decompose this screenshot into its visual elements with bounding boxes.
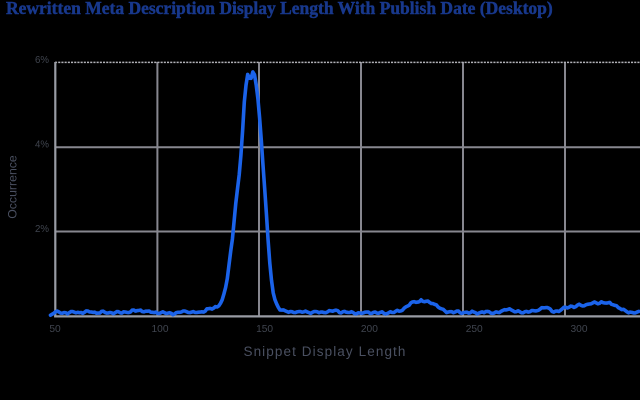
svg-text:4%: 4% [35, 140, 49, 151]
svg-text:200: 200 [361, 324, 378, 335]
svg-text:6%: 6% [35, 55, 49, 66]
svg-text:Snippet Display Length: Snippet Display Length [243, 344, 406, 359]
svg-text:150: 150 [256, 324, 273, 335]
svg-text:250: 250 [466, 324, 483, 335]
svg-text:50: 50 [49, 324, 61, 335]
svg-text:300: 300 [571, 324, 588, 335]
svg-text:100: 100 [152, 324, 169, 335]
svg-text:Occurrence: Occurrence [6, 155, 20, 219]
svg-text:2%: 2% [35, 224, 49, 235]
